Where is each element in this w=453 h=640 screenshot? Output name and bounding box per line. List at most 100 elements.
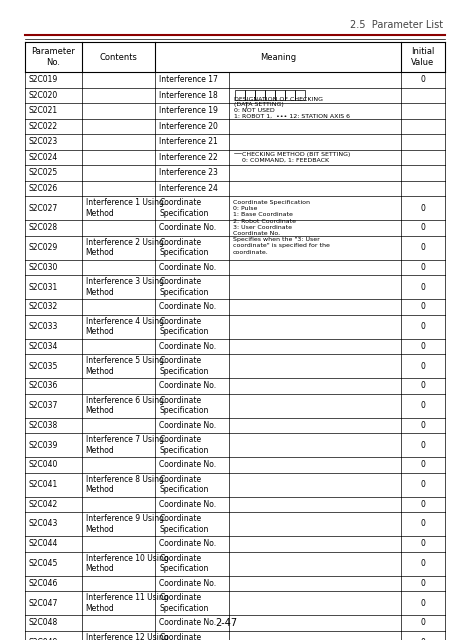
Text: CHECKING METHOD (BIT SETTING)
0: COMMAND, 1: FEEDBACK: CHECKING METHOD (BIT SETTING) 0: COMMAND… [242,152,350,163]
Text: S2C035: S2C035 [29,362,58,371]
Text: S2C020: S2C020 [29,91,58,100]
Bar [284,90,295,100]
Text: S2C025: S2C025 [29,168,58,177]
Text: Interference 6 Using
Method: Interference 6 Using Method [86,396,164,415]
Text: S2C044: S2C044 [29,540,58,548]
Text: 0: 0 [420,598,425,607]
Text: S2C043: S2C043 [29,520,58,529]
Text: S2C021: S2C021 [29,106,58,115]
Text: DESIGNATION OF CHECKING
(DATA SETTING)
0: NOT USED
1: ROBOT 1,  ••• 12: STATION : DESIGNATION OF CHECKING (DATA SETTING) 0… [234,97,350,119]
Text: Coordinate No.: Coordinate No. [159,302,217,311]
Text: 0: 0 [420,440,425,449]
Text: Interference 23: Interference 23 [159,168,218,177]
Text: S2C049: S2C049 [29,638,58,640]
Text: S2C028: S2C028 [29,223,58,232]
Text: Interference 4 Using
Method: Interference 4 Using Method [86,317,164,336]
Text: 0: 0 [420,223,425,232]
Text: Initial
Value: Initial Value [411,47,434,67]
Text: S2C032: S2C032 [29,302,58,311]
Text: Coordinate
Specification: Coordinate Specification [159,238,208,257]
Text: Interference 11 Using
Method: Interference 11 Using Method [86,593,169,612]
Bar [255,90,265,100]
Text: 0: 0 [420,559,425,568]
Text: Interference 1 Using
Method: Interference 1 Using Method [86,198,164,218]
Text: Coordinate No.: Coordinate No. [159,342,217,351]
Text: S2C033: S2C033 [29,322,58,331]
Text: 0: 0 [420,420,425,429]
Text: Coordinate
Specification: Coordinate Specification [159,317,208,336]
Text: 0: 0 [420,263,425,272]
Text: Coordinate No.: Coordinate No. [159,460,217,469]
Text: 2-47: 2-47 [216,618,237,628]
Text: S2C037: S2C037 [29,401,58,410]
Text: Interference 8 Using
Method: Interference 8 Using Method [86,475,164,494]
Text: Contents: Contents [100,52,137,61]
Text: Coordinate No.: Coordinate No. [159,263,217,272]
Text: Coordinate No.: Coordinate No. [159,223,217,232]
Text: S2C026: S2C026 [29,184,58,193]
Bar [235,90,245,100]
Text: Coordinate
Specification: Coordinate Specification [159,198,208,218]
Text: Coordinate
Specification: Coordinate Specification [159,396,208,415]
Text: Coordinate
Specification: Coordinate Specification [159,554,208,573]
Text: S2C030: S2C030 [29,263,58,272]
Text: Coordinate No.: Coordinate No. [159,540,217,548]
Text: Meaning: Meaning [260,52,296,61]
Text: Coordinate No.: Coordinate No. [159,381,217,390]
Text: 0: 0 [420,520,425,529]
Text: Interference 18: Interference 18 [159,91,218,100]
Text: 0: 0 [420,401,425,410]
Text: Parameter
No.: Parameter No. [31,47,75,67]
Text: Interference 12 Using
Method: Interference 12 Using Method [86,633,169,640]
Text: Interference 3 Using
Method: Interference 3 Using Method [86,277,164,297]
Text: Interference 19: Interference 19 [159,106,218,115]
Text: 0: 0 [420,480,425,489]
Text: 0: 0 [420,302,425,311]
Text: S2C023: S2C023 [29,137,58,147]
Text: 0: 0 [420,460,425,469]
Text: S2C031: S2C031 [29,282,58,291]
Text: Interference 5 Using
Method: Interference 5 Using Method [86,356,164,376]
Text: Interference 17: Interference 17 [159,76,218,84]
Text: S2C024: S2C024 [29,153,58,162]
Text: S2C041: S2C041 [29,480,58,489]
Text: 0: 0 [420,500,425,509]
Text: S2C022: S2C022 [29,122,58,131]
Text: S2C039: S2C039 [29,440,58,449]
Text: Coordinate
Specification: Coordinate Specification [159,593,208,612]
Text: Coordinate
Specification: Coordinate Specification [159,435,208,454]
Text: S2C038: S2C038 [29,420,58,429]
Text: Interference 2 Using
Method: Interference 2 Using Method [86,238,164,257]
Bar [265,90,275,100]
Text: 0: 0 [420,618,425,627]
Bar [275,90,284,100]
Text: Coordinate Specification
0: Pulse
1: Base Coordinate
2: Robot Coordinate
3: User: Coordinate Specification 0: Pulse 1: Bas… [233,200,330,255]
Text: S2C019: S2C019 [29,76,58,84]
Text: Coordinate No.: Coordinate No. [159,500,217,509]
Text: S2C040: S2C040 [29,460,58,469]
Text: Coordinate No.: Coordinate No. [159,420,217,429]
Text: 0: 0 [420,362,425,371]
Text: S2C045: S2C045 [29,559,58,568]
Text: S2C047: S2C047 [29,598,58,607]
Text: S2C034: S2C034 [29,342,58,351]
Text: Interference 7 Using
Method: Interference 7 Using Method [86,435,164,454]
Text: Interference 10 Using
Method: Interference 10 Using Method [86,554,169,573]
Text: 0: 0 [420,540,425,548]
Text: Coordinate No.: Coordinate No. [159,579,217,588]
Text: 0: 0 [420,322,425,331]
Text: 2.5  Parameter List: 2.5 Parameter List [350,20,443,30]
Text: S2C027: S2C027 [29,204,58,212]
Text: Coordinate
Specification: Coordinate Specification [159,475,208,494]
Bar [245,90,255,100]
Text: S2C042: S2C042 [29,500,58,509]
Text: Interference 20: Interference 20 [159,122,218,131]
Text: 0: 0 [420,381,425,390]
Text: Interference 22: Interference 22 [159,153,218,162]
Text: S2C046: S2C046 [29,579,58,588]
Text: Coordinate
Specification: Coordinate Specification [159,356,208,376]
Text: 0: 0 [420,204,425,212]
Text: S2C048: S2C048 [29,618,58,627]
Text: Interference 9 Using
Method: Interference 9 Using Method [86,515,164,534]
Text: 0: 0 [420,243,425,252]
